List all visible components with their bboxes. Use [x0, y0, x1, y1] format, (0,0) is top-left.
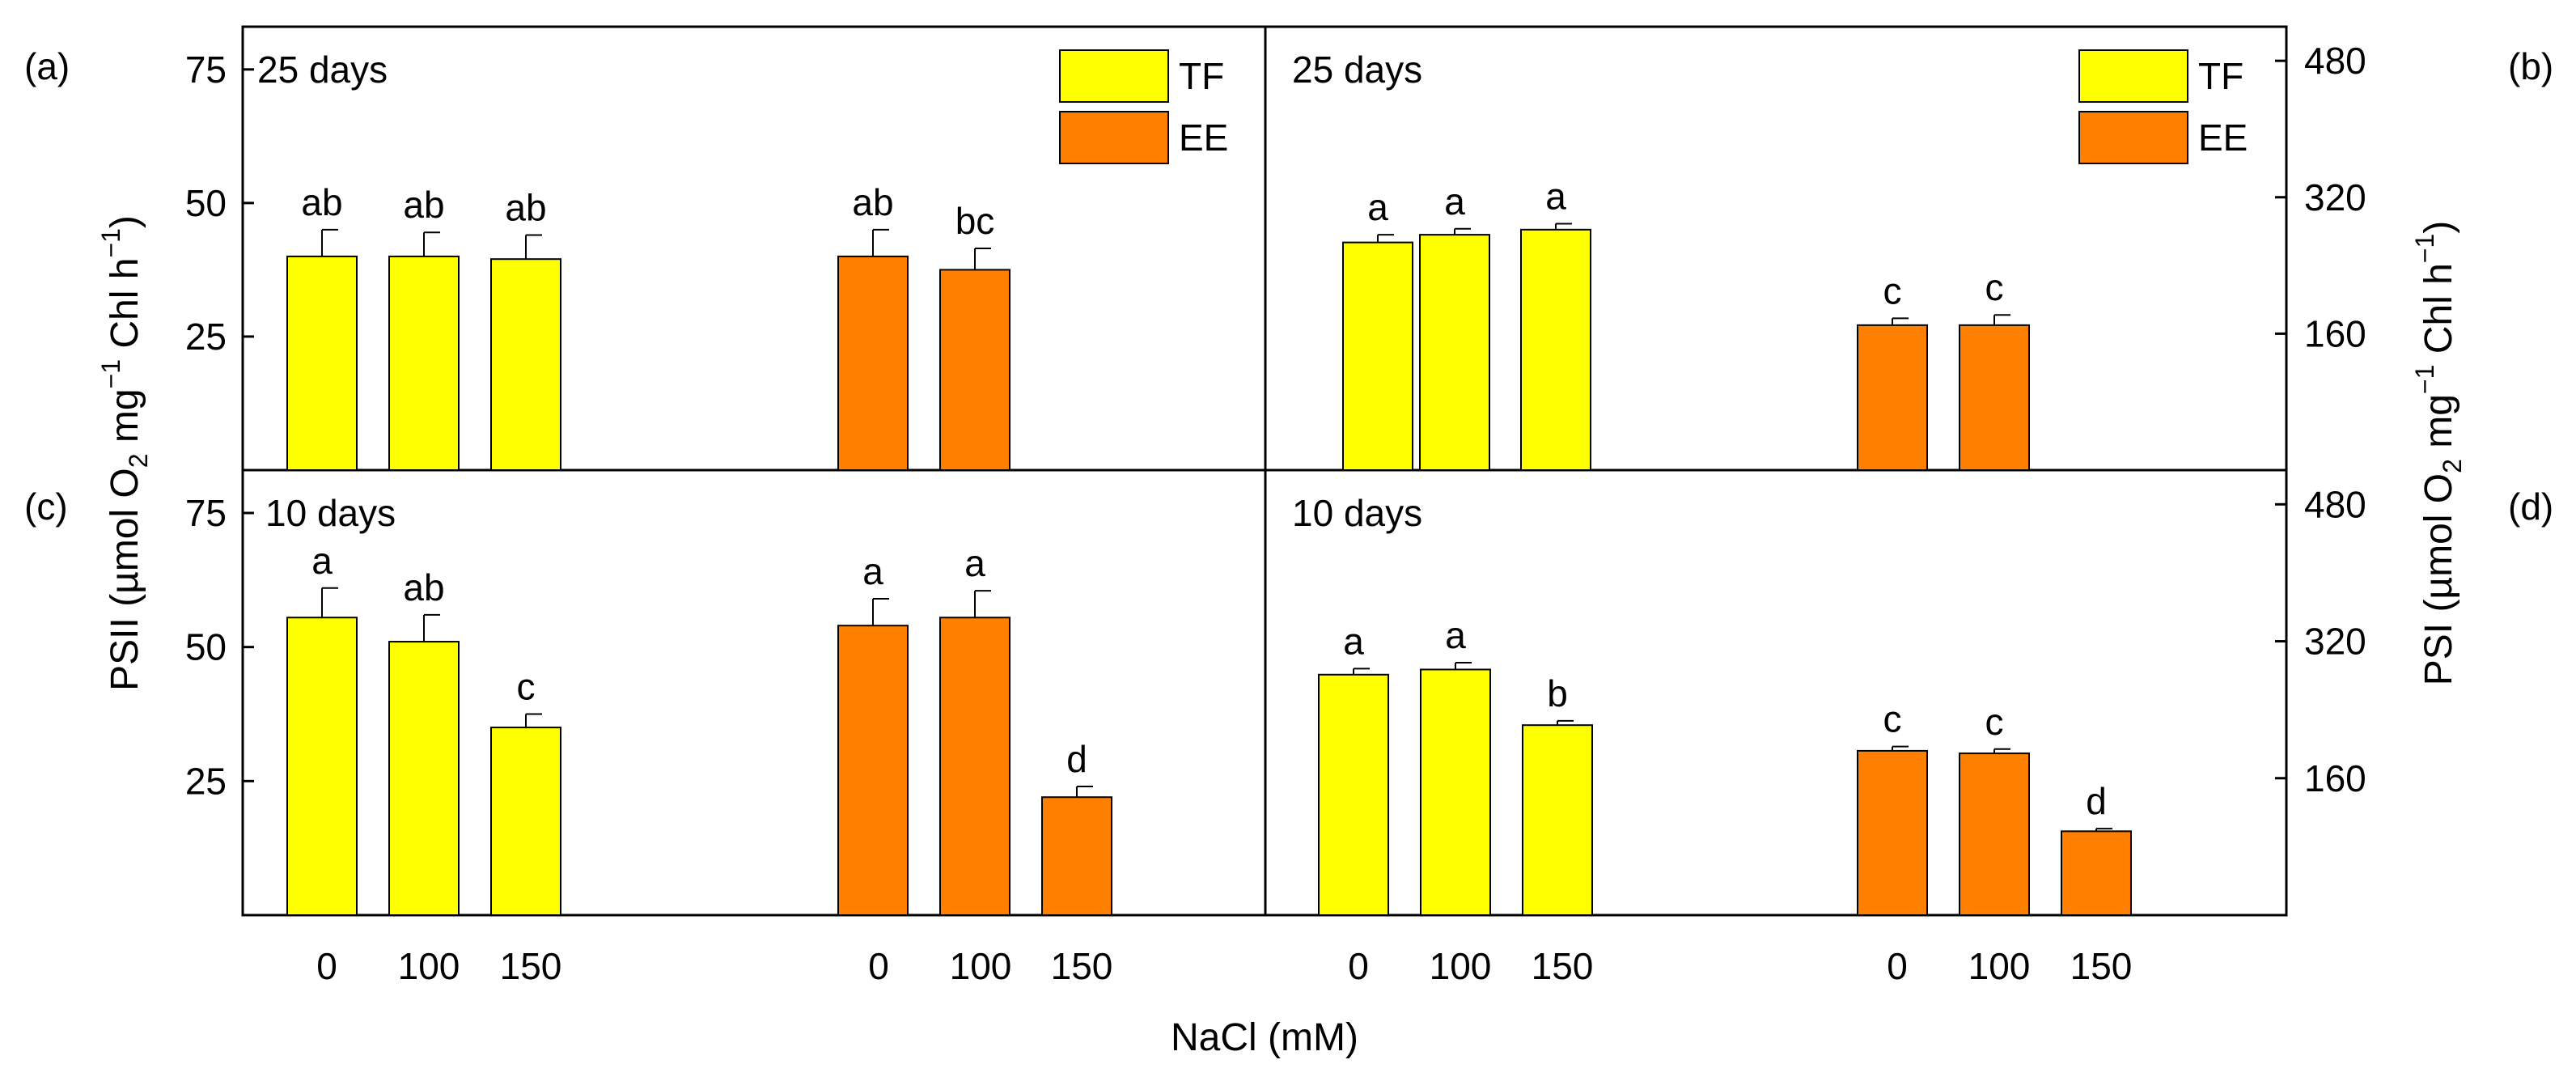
x-category-label: 100 — [1968, 945, 2031, 987]
x-category-label: 100 — [398, 945, 460, 987]
bar-ee-100 — [939, 269, 1010, 471]
significance-letter: c — [517, 666, 536, 708]
bar-tf-150 — [1522, 724, 1593, 917]
y-tick-label: 320 — [2304, 176, 2366, 218]
legend-swatch-ee — [2078, 111, 2188, 164]
y-tick-label: 75 — [185, 49, 227, 91]
significance-letter: a — [311, 540, 333, 582]
y-tick-label: 50 — [185, 182, 227, 224]
bar-tf-150 — [490, 258, 561, 471]
x-category-label: 150 — [500, 945, 562, 987]
legend-label-tf: TF — [2198, 55, 2243, 97]
bar-tf-0 — [286, 255, 358, 471]
ticks-layer: 25 50 75 160 320 480 25 50 75 160 320 480 — [185, 40, 2366, 802]
legend-label-ee: EE — [2198, 117, 2248, 159]
bar-ee-100 — [1959, 752, 2030, 916]
bar-ee-0 — [1857, 749, 1928, 917]
significance-letter: ab — [403, 566, 444, 608]
significance-letter: c — [1985, 701, 2004, 743]
bar-tf-100 — [388, 255, 460, 471]
bar-ee-0 — [837, 625, 909, 917]
significance-letter: a — [1445, 614, 1466, 656]
panel-id-label: (c) — [24, 485, 68, 528]
panel-title: 10 days — [265, 492, 396, 534]
x-category-label: 150 — [2070, 945, 2133, 987]
significance-letter: c — [1883, 269, 1902, 312]
bar-ee-100 — [939, 617, 1010, 917]
significance-letter: ab — [403, 184, 444, 226]
x-category-label: 100 — [950, 945, 1012, 987]
panel-id-label: (b) — [2508, 45, 2553, 87]
x-category-label: 150 — [1532, 945, 1594, 987]
significance-letter: a — [862, 550, 883, 592]
significance-letter: ab — [505, 186, 546, 228]
legend-label-tf: TF — [1179, 55, 1224, 97]
bar-ee-0 — [837, 255, 909, 471]
y-tick-label: 160 — [2304, 757, 2366, 799]
bar-tf-100 — [1419, 234, 1490, 471]
panel-id-label: (d) — [2508, 485, 2553, 528]
bar-ee-0 — [1857, 324, 1928, 471]
legend-label-ee: EE — [1179, 117, 1228, 159]
bar-tf-0 — [1318, 673, 1389, 916]
significance-letter: a — [1444, 180, 1465, 223]
y-tick-label: 25 — [185, 760, 227, 802]
bar-ee-150 — [2061, 830, 2132, 917]
legend-swatch-tf — [2078, 49, 2188, 103]
y-tick-label: 320 — [2304, 621, 2366, 663]
legend-swatch-ee — [1059, 111, 1169, 164]
y-tick-label: 50 — [185, 626, 227, 668]
panel-title: 25 days — [257, 49, 388, 91]
bar-ee-150 — [1041, 796, 1112, 916]
significance-letter: b — [1547, 672, 1568, 714]
bar-tf-150 — [1520, 228, 1591, 471]
significance-letter: a — [1545, 175, 1566, 217]
bar-tf-0 — [1342, 241, 1413, 471]
x-category-label: 0 — [868, 945, 889, 987]
x-category-label: 0 — [316, 945, 337, 987]
significance-letter: ab — [852, 181, 893, 223]
significance-letter: c — [1985, 266, 2004, 308]
panel-id-label: (a) — [24, 45, 70, 87]
bar-tf-150 — [490, 727, 561, 916]
significance-letter: bc — [955, 200, 995, 242]
y-tick-label: 480 — [2304, 483, 2366, 525]
right-axis-label: PSI (µmol O2 mg−1 Chl h−1) — [2410, 221, 2467, 686]
x-category-label: 0 — [1887, 945, 1908, 987]
bar-tf-100 — [1420, 668, 1491, 916]
y-tick-label: 480 — [2304, 40, 2366, 82]
x-axis-label: NaCl (mM) — [1171, 1016, 1358, 1059]
bar-tf-100 — [388, 641, 460, 917]
bar-tf-0 — [286, 617, 358, 917]
panel-title: 10 days — [1292, 492, 1422, 534]
y-tick-label: 25 — [185, 316, 227, 358]
legend-swatch-tf — [1059, 49, 1169, 103]
significance-letter: ab — [301, 181, 342, 223]
significance-letter: a — [1367, 186, 1388, 228]
significance-letter: a — [964, 542, 985, 584]
x-category-label: 0 — [1348, 945, 1369, 987]
significance-letter: a — [1343, 620, 1364, 662]
panel-title: 25 days — [1292, 49, 1422, 91]
x-category-label: 100 — [1430, 945, 1492, 987]
y-tick-label: 75 — [185, 492, 227, 534]
y-tick-label: 160 — [2304, 312, 2366, 354]
bars-layer — [286, 223, 2132, 917]
panel-frame-bottom-right — [1264, 468, 2288, 917]
bar-ee-100 — [1959, 324, 2030, 471]
significance-letter: c — [1883, 698, 1902, 740]
significance-letter: d — [1066, 738, 1087, 780]
significance-letter: d — [2086, 780, 2107, 822]
x-category-label: 150 — [1051, 945, 1113, 987]
left-axis-label: PSII (µmol O2 mg−1 Chl h−1) — [96, 215, 153, 691]
